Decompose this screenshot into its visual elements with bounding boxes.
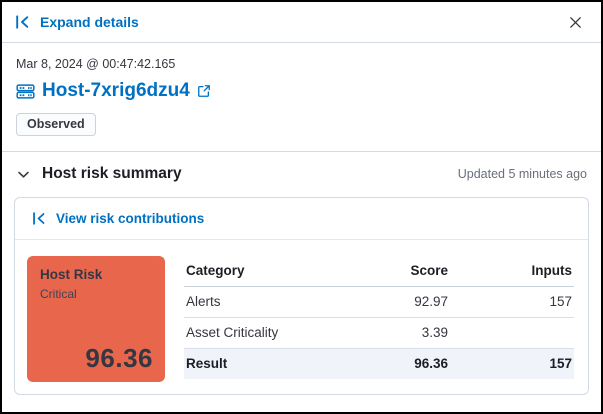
popout-icon — [197, 84, 211, 98]
cell-score: 3.39 — [344, 317, 450, 349]
column-header-inputs: Inputs — [450, 256, 574, 287]
risk-panel-body: Host Risk Critical 96.36 Category Score … — [15, 240, 588, 394]
risk-level-label: Critical — [40, 287, 77, 301]
cell-category: Result — [184, 348, 344, 379]
column-header-category: Category — [184, 256, 344, 287]
observed-badge[interactable]: Observed — [16, 113, 96, 136]
host-name-text: Host-7xrig6dzu4 — [42, 80, 190, 101]
risk-score-value: 96.36 — [85, 343, 153, 373]
host-section: Mar 8, 2024 @ 00:47:42.165 Host-7xrig6 — [2, 57, 601, 136]
close-icon — [570, 16, 581, 28]
table-row-asset-criticality: Asset Criticality 3.39 — [184, 317, 574, 349]
risk-contributions-table: Category Score Inputs Alerts 92.97 157 A… — [184, 256, 574, 379]
chevron-down-icon — [16, 167, 31, 182]
cell-inputs — [450, 317, 574, 349]
section-divider — [2, 151, 601, 152]
close-button[interactable] — [568, 15, 583, 30]
flyout-header: Expand details — [2, 2, 601, 43]
cell-score: 92.97 — [344, 286, 450, 318]
cell-inputs: 157 — [450, 286, 574, 318]
risk-summary-title: Host risk summary — [42, 165, 182, 182]
arrow-start-icon — [15, 14, 31, 30]
risk-contributions-panel: View risk contributions Host Risk Critic… — [14, 197, 589, 395]
cell-inputs: 157 — [450, 348, 574, 379]
event-timestamp: Mar 8, 2024 @ 00:47:42.165 — [16, 57, 176, 71]
risk-summary-toggle[interactable]: Host risk summary — [16, 165, 182, 183]
column-header-score: Score — [344, 256, 450, 287]
cell-category: Asset Criticality — [184, 317, 344, 349]
cell-score: 96.36 — [344, 348, 450, 379]
risk-card-title: Host Risk — [40, 267, 103, 282]
expand-details-label: Expand details — [40, 14, 139, 30]
expand-details-button[interactable]: Expand details — [15, 14, 139, 30]
updated-timestamp: Updated 5 minutes ago — [457, 167, 587, 181]
risk-summary-header: Host risk summary Updated 5 minutes ago — [2, 152, 601, 190]
table-row-alerts: Alerts 92.97 157 — [184, 286, 574, 318]
risk-panel-header: View risk contributions — [15, 198, 588, 240]
host-title-row: Host-7xrig6dzu4 — [16, 80, 587, 102]
arrow-start-icon — [32, 211, 47, 226]
host-risk-score-card: Host Risk Critical 96.36 — [27, 256, 165, 382]
host-name-link[interactable]: Host-7xrig6dzu4 — [42, 80, 211, 102]
storage-icon — [16, 82, 35, 101]
cell-category: Alerts — [184, 286, 344, 318]
table-header-row: Category Score Inputs — [184, 256, 574, 287]
table-row-result: Result 96.36 157 — [184, 348, 574, 379]
view-risk-contributions-link[interactable]: View risk contributions — [56, 211, 205, 226]
